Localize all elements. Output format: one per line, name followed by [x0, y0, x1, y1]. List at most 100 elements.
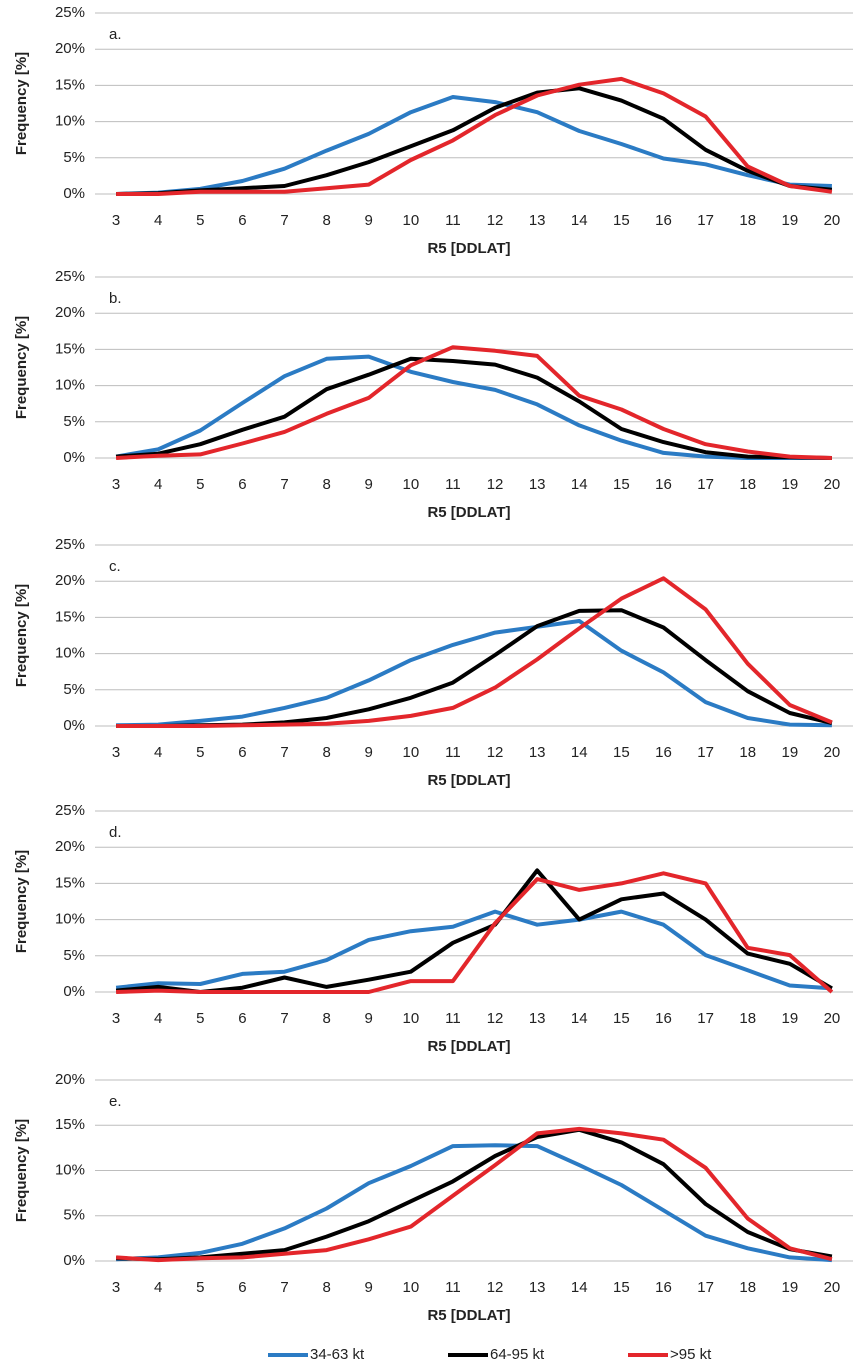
series-line	[116, 619, 832, 728]
x-tick-label: 6	[238, 1279, 246, 1296]
y-tick-label: 20%	[55, 838, 85, 855]
y-axis-title: Frequency [%]	[13, 316, 30, 419]
x-tick-label: 20	[824, 1010, 841, 1027]
x-tick-label: 13	[529, 1279, 546, 1296]
x-axis-title: R5 [DDLAT]	[427, 1038, 510, 1055]
x-tick-label: 4	[154, 476, 162, 493]
y-tick-label: 20%	[55, 304, 85, 321]
y-tick-label: 15%	[55, 874, 85, 891]
y-axis-title: Frequency [%]	[13, 584, 30, 687]
x-tick-label: 15	[613, 744, 630, 761]
x-axis-title: R5 [DDLAT]	[427, 504, 510, 521]
series-line	[115, 356, 832, 460]
x-tick-label: 16	[655, 1279, 672, 1296]
y-tick-label: 20%	[55, 40, 85, 57]
x-tick-label: 13	[529, 212, 546, 229]
x-tick-label: 3	[112, 744, 120, 761]
x-tick-label: 13	[529, 1010, 546, 1027]
y-tick-label: 0%	[63, 717, 85, 734]
series-line	[116, 86, 833, 196]
x-tick-label: 5	[196, 476, 204, 493]
y-tick-label: 0%	[63, 185, 85, 202]
x-tick-label: 13	[529, 744, 546, 761]
y-tick-label: 25%	[55, 4, 85, 21]
y-tick-label: 25%	[55, 268, 85, 285]
x-axis-title: R5 [DDLAT]	[427, 772, 510, 789]
panel-label: e.	[109, 1093, 122, 1110]
x-tick-label: 16	[655, 1010, 672, 1027]
x-tick-label: 9	[365, 476, 373, 493]
y-tick-label: 0%	[63, 983, 85, 1000]
y-tick-label: 15%	[55, 76, 85, 93]
x-tick-label: 3	[112, 476, 120, 493]
x-tick-label: 4	[154, 212, 162, 229]
y-tick-label: 10%	[55, 113, 85, 130]
y-axis-title: Frequency [%]	[13, 850, 30, 953]
legend-label: 34-63 kt	[310, 1346, 365, 1363]
x-tick-label: 8	[322, 1010, 330, 1027]
y-tick-label: 15%	[55, 1116, 85, 1133]
x-tick-label: 8	[322, 1279, 330, 1296]
y-axis-title: Frequency [%]	[13, 52, 30, 155]
series-line	[115, 909, 833, 991]
x-tick-label: 10	[402, 212, 419, 229]
series-line	[115, 868, 833, 994]
y-tick-label: 20%	[55, 1071, 85, 1088]
x-tick-label: 9	[365, 1279, 373, 1296]
y-tick-label: 25%	[55, 536, 85, 553]
x-tick-label: 9	[365, 744, 373, 761]
x-tick-label: 13	[529, 476, 546, 493]
x-tick-label: 7	[280, 1010, 288, 1027]
x-tick-label: 17	[697, 1279, 714, 1296]
x-tick-label: 19	[781, 476, 798, 493]
x-tick-label: 20	[824, 212, 841, 229]
y-tick-label: 10%	[55, 645, 85, 662]
x-tick-label: 7	[280, 1279, 288, 1296]
x-tick-label: 14	[571, 476, 588, 493]
x-axis-title: R5 [DDLAT]	[427, 1307, 510, 1324]
x-tick-label: 6	[238, 744, 246, 761]
panel-label: a.	[109, 26, 122, 43]
x-tick-label: 18	[739, 212, 756, 229]
y-tick-label: 10%	[55, 377, 85, 394]
x-tick-label: 5	[196, 1279, 204, 1296]
series-line	[115, 354, 832, 460]
x-tick-label: 19	[781, 1279, 798, 1296]
x-tick-label: 14	[571, 212, 588, 229]
x-tick-label: 4	[154, 744, 162, 761]
x-tick-label: 9	[365, 1010, 373, 1027]
y-axis-title: Frequency [%]	[13, 1119, 30, 1222]
x-tick-label: 11	[445, 212, 461, 229]
x-tick-label: 8	[322, 212, 330, 229]
x-tick-label: 7	[280, 476, 288, 493]
x-tick-label: 18	[739, 476, 756, 493]
x-tick-label: 17	[697, 476, 714, 493]
x-tick-label: 16	[655, 476, 672, 493]
y-tick-label: 25%	[55, 802, 85, 819]
x-tick-label: 4	[154, 1010, 162, 1027]
legend-label: >95 kt	[670, 1346, 712, 1363]
x-tick-label: 12	[487, 1010, 504, 1027]
panel-label: c.	[109, 558, 121, 575]
series-line	[115, 345, 832, 460]
x-tick-label: 18	[739, 1010, 756, 1027]
x-tick-label: 19	[781, 1010, 798, 1027]
x-tick-label: 3	[112, 212, 120, 229]
x-tick-label: 15	[613, 212, 630, 229]
series-line	[116, 76, 833, 196]
y-tick-label: 15%	[55, 608, 85, 625]
series-line	[116, 95, 832, 196]
x-tick-label: 17	[697, 744, 714, 761]
y-tick-label: 15%	[55, 340, 85, 357]
x-tick-label: 19	[781, 212, 798, 229]
x-tick-label: 7	[280, 212, 288, 229]
x-tick-label: 11	[445, 1279, 461, 1296]
y-tick-label: 5%	[63, 149, 85, 166]
x-tick-label: 12	[487, 744, 504, 761]
panel-label: b.	[109, 290, 122, 307]
x-tick-label: 11	[445, 476, 461, 493]
x-tick-label: 6	[238, 1010, 246, 1027]
x-tick-label: 8	[322, 744, 330, 761]
x-tick-label: 12	[487, 212, 504, 229]
x-tick-label: 11	[445, 1010, 461, 1027]
